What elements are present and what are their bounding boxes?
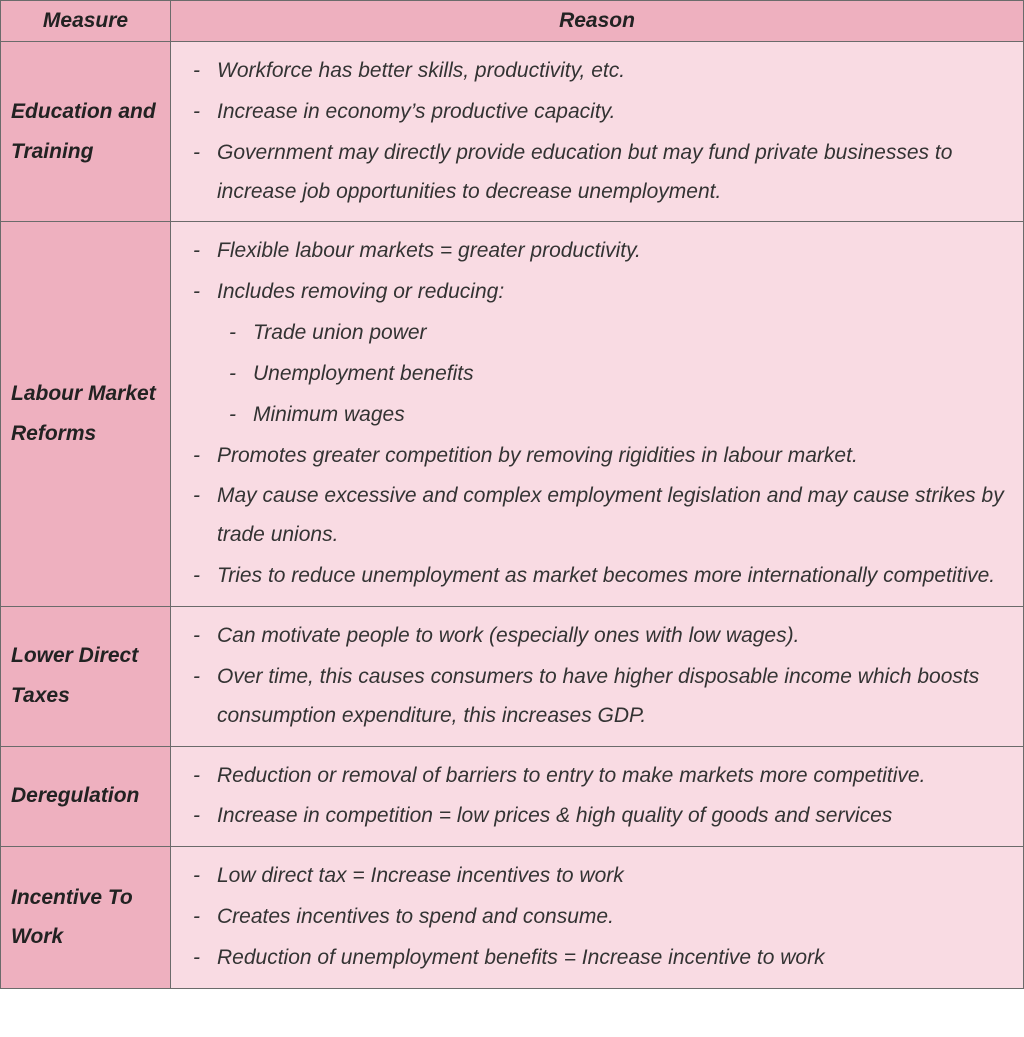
reason-text: Can motivate people to work (especially …	[217, 624, 799, 647]
reason-text: Increase in competition = low prices & h…	[217, 804, 892, 827]
table-row: Deregulation Reduction or removal of barr…	[1, 746, 1024, 847]
reason-item: Workforce has better skills, productivit…	[217, 52, 1009, 91]
table-row: Lower Direct Taxes Can motivate people to…	[1, 606, 1024, 746]
table-row: Labour Market Reforms Flexible labour mar…	[1, 222, 1024, 607]
reason-subitem: Unemployment benefits	[253, 355, 1009, 394]
reason-item: Reduction or removal of barriers to entr…	[217, 757, 1009, 796]
reason-text: Creates incentives to spend and consume.	[217, 905, 614, 928]
table-header-row: Measure Reason	[1, 1, 1024, 42]
reason-item: Can motivate people to work (especially …	[217, 617, 1009, 656]
reason-item: Reduction of unemployment benefits = Inc…	[217, 939, 1009, 978]
reason-list: Low direct tax = Increase incentives to …	[181, 857, 1009, 978]
reason-subitem: Minimum wages	[253, 396, 1009, 435]
reason-list: Can motivate people to work (especially …	[181, 617, 1009, 736]
reason-item: Includes removing or reducing: Trade unio…	[217, 273, 1009, 434]
reason-list: Flexible labour markets = greater produc…	[181, 232, 1009, 596]
reason-text: Tries to reduce unemployment as market b…	[217, 564, 995, 587]
measure-cell: Lower Direct Taxes	[1, 606, 171, 746]
reason-text: Includes removing or reducing:	[217, 280, 504, 303]
reason-text: Reduction or removal of barriers to entr…	[217, 764, 925, 787]
reason-item: Creates incentives to spend and consume.	[217, 898, 1009, 937]
reason-text: Reduction of unemployment benefits = Inc…	[217, 946, 825, 969]
reason-item: Tries to reduce unemployment as market b…	[217, 557, 1009, 596]
reason-item: Increase in competition = low prices & h…	[217, 797, 1009, 836]
reason-text: Government may directly provide educatio…	[217, 141, 952, 203]
reason-text: Increase in economy’s productive capacit…	[217, 100, 615, 123]
reason-item: Low direct tax = Increase incentives to …	[217, 857, 1009, 896]
reason-text: Flexible labour markets = greater produc…	[217, 239, 641, 262]
header-reason: Reason	[171, 1, 1024, 42]
measure-cell: Education and Training	[1, 42, 171, 222]
reason-text: Over time, this causes consumers to have…	[217, 665, 979, 727]
reason-sublist: Trade union powerUnemployment benefitsMi…	[217, 314, 1009, 435]
table-row: Education and Training Workforce has bett…	[1, 42, 1024, 222]
measures-table: Measure Reason Education and Training Wor…	[0, 0, 1024, 989]
measure-cell: Incentive To Work	[1, 847, 171, 989]
reason-item: Promotes greater competition by removing…	[217, 437, 1009, 476]
header-measure: Measure	[1, 1, 171, 42]
table-row: Incentive To Work Low direct tax = Increa…	[1, 847, 1024, 989]
reason-item: Increase in economy’s productive capacit…	[217, 93, 1009, 132]
reason-cell: Can motivate people to work (especially …	[171, 606, 1024, 746]
reason-list: Workforce has better skills, productivit…	[181, 52, 1009, 211]
measure-cell: Labour Market Reforms	[1, 222, 171, 607]
reason-text: May cause excessive and complex employme…	[217, 484, 1004, 546]
reason-cell: Low direct tax = Increase incentives to …	[171, 847, 1024, 989]
reason-item: May cause excessive and complex employme…	[217, 477, 1009, 555]
reason-cell: Flexible labour markets = greater produc…	[171, 222, 1024, 607]
table-body: Education and Training Workforce has bett…	[1, 42, 1024, 989]
reason-item: Government may directly provide educatio…	[217, 134, 1009, 212]
reason-item: Over time, this causes consumers to have…	[217, 658, 1009, 736]
reason-cell: Workforce has better skills, productivit…	[171, 42, 1024, 222]
reason-list: Reduction or removal of barriers to entr…	[181, 757, 1009, 837]
reason-subitem: Trade union power	[253, 314, 1009, 353]
reason-item: Flexible labour markets = greater produc…	[217, 232, 1009, 271]
reason-cell: Reduction or removal of barriers to entr…	[171, 746, 1024, 847]
reason-text: Low direct tax = Increase incentives to …	[217, 864, 624, 887]
reason-text: Promotes greater competition by removing…	[217, 444, 858, 467]
reason-text: Workforce has better skills, productivit…	[217, 59, 625, 82]
measure-cell: Deregulation	[1, 746, 171, 847]
